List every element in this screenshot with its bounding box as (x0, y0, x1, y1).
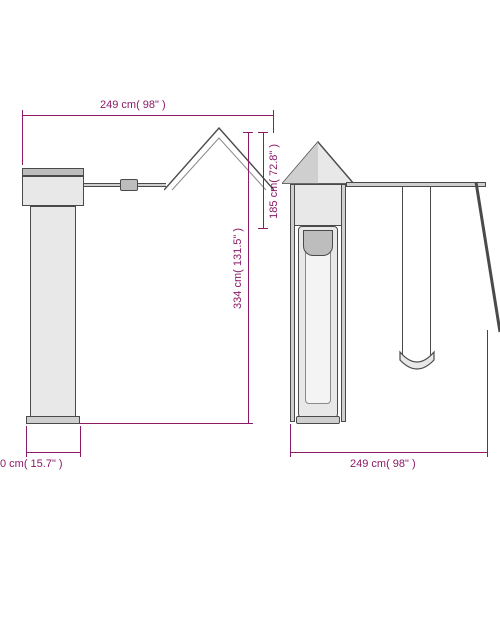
rightview-post-right (341, 184, 346, 422)
rightview-post-left (290, 184, 295, 422)
rightview-swing-rope-r (430, 187, 431, 355)
dim-top-label: 249 cm( 98" ) (100, 99, 166, 111)
dim-top-ext-l (22, 115, 23, 165)
dim-bl-ext-l (26, 426, 27, 452)
dim-bl-label: 0 cm( 15.7" ) (0, 458, 63, 470)
dim-185-cap-t (258, 132, 268, 133)
leftview-bridge-knot (120, 179, 138, 191)
leftview-column (30, 206, 76, 420)
leftview-column-foot (26, 416, 80, 424)
dim-334-line (248, 132, 249, 424)
rightview-beam (346, 182, 486, 187)
dim-br-ext-r (487, 330, 488, 452)
dim-bl-line (26, 452, 80, 453)
rightview-slide-foot (296, 416, 340, 424)
dim-top-ext-r (273, 115, 274, 133)
dim-185-cap-b (258, 228, 268, 229)
leftview-tower-cap (22, 168, 84, 176)
dim-br-line (290, 452, 488, 453)
rightview-swing-rope-l (402, 187, 403, 355)
dim-185-label: 185 cm( 72.8" ) (268, 144, 280, 219)
leftview-tower-upper (22, 176, 84, 206)
dim-bl-ext-r (80, 426, 81, 452)
dim-334-ext-b (80, 423, 250, 424)
rightview-slide-opening (303, 230, 333, 256)
dim-top-line (22, 115, 274, 116)
dim-334-cap-t (243, 132, 253, 133)
dim-br-ext-l (290, 424, 291, 452)
dim-334-label: 334 cm( 131.5" ) (232, 228, 244, 309)
rightview-tower-body (290, 184, 346, 226)
leftview-roof (164, 126, 274, 196)
rightview-aframe (470, 182, 500, 332)
dim-185-line (263, 132, 264, 228)
rightview-slide-inner (305, 236, 331, 404)
rightview-roof (282, 140, 354, 184)
dim-br-label: 249 cm( 98" ) (350, 458, 416, 470)
rightview-swing-seat (398, 350, 436, 372)
